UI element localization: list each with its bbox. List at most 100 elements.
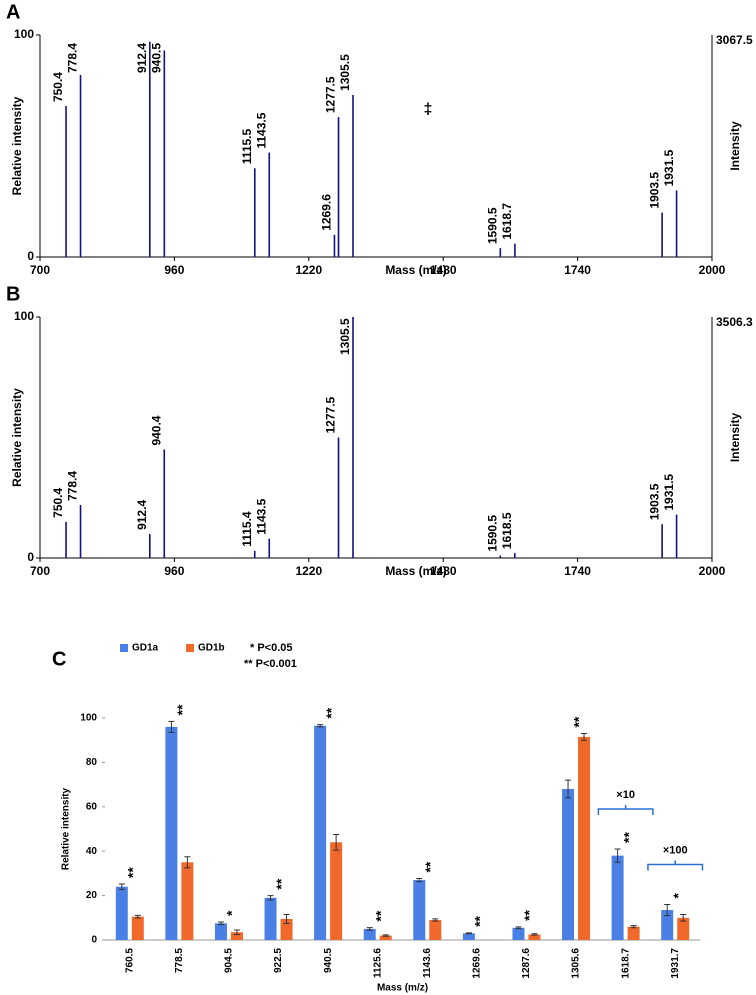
error-bar: [416, 878, 423, 883]
error-bar: [366, 927, 373, 931]
bracket: [647, 860, 704, 871]
significance-legend: * P<0.05: [250, 642, 293, 654]
y-tick-label: 0: [91, 935, 97, 946]
x-tick-label: 940.5: [323, 948, 334, 973]
y-axis-title: Relative intensity: [10, 96, 24, 195]
bar: [429, 920, 442, 940]
peak-label: 778.4: [66, 471, 80, 501]
x-tick-label: 1220: [295, 263, 322, 277]
bar: [264, 897, 277, 940]
max-intensity: 3067.5: [716, 33, 753, 47]
peak-label: 778.4: [66, 43, 80, 73]
significance-mark: **: [521, 909, 537, 920]
peak-label: 1618.7: [500, 203, 514, 240]
bracket: [597, 804, 654, 815]
peak-label: 1143.5: [254, 498, 268, 534]
bar: [363, 928, 376, 940]
error-bar: [664, 903, 671, 917]
bracket-label: ×10: [616, 789, 635, 801]
x-tick-label: 922.5: [273, 948, 284, 973]
error-bar: [680, 913, 687, 922]
significance-mark: *: [224, 910, 240, 916]
bar: [214, 923, 227, 940]
peak-label: 912.4: [135, 43, 149, 73]
peak-label: 1590.5: [485, 515, 499, 552]
error-bar: [465, 932, 472, 935]
significance-mark: **: [273, 878, 289, 889]
x-tick-label: 1480: [430, 263, 457, 277]
significance-mark: **: [472, 915, 488, 926]
y-tick-label: 100: [14, 309, 34, 323]
y2-axis-title: Intensity: [728, 121, 742, 171]
y-axis-title: Relative intensity: [10, 388, 24, 487]
error-bar: [317, 724, 324, 728]
y-tick-label: 0: [27, 249, 34, 263]
significance-mark: **: [323, 707, 339, 718]
error-bar: [168, 720, 175, 733]
bar: [562, 789, 575, 940]
panel-label: B: [6, 283, 20, 305]
y-tick-label: 40: [86, 846, 98, 857]
legend-label: GD1a: [132, 643, 159, 654]
y-tick-label: 60: [86, 801, 98, 812]
panel-label: C: [52, 648, 66, 670]
x-axis-title: Mass (m/z): [385, 263, 446, 277]
x-tick-label: 700: [30, 263, 50, 277]
error-bar: [283, 913, 290, 924]
error-bar: [581, 733, 588, 741]
peak-label: 912.4: [135, 500, 149, 530]
error-bar: [333, 834, 340, 851]
peak-label: 1590.5: [485, 207, 499, 244]
x-tick-label: 960: [164, 263, 184, 277]
significance-mark: **: [372, 910, 388, 921]
x-axis-title: Mass (m/z): [385, 564, 446, 578]
error-bar: [432, 918, 439, 922]
error-bar: [118, 883, 125, 890]
legend-swatch: [186, 644, 194, 652]
x-tick-label: 778.5: [174, 948, 185, 973]
significance-mark: **: [571, 716, 587, 727]
y-tick-label: 80: [86, 757, 98, 768]
error-bar: [134, 914, 141, 919]
x-tick-label: 1143.6: [422, 948, 433, 978]
bar: [280, 918, 293, 940]
max-intensity: 3506.3: [716, 315, 753, 329]
peak-label: 1277.5: [324, 76, 338, 113]
peak-label: 1143.5: [254, 112, 268, 148]
peak-label: 1115.4: [240, 511, 254, 547]
x-tick-label: 1740: [564, 564, 591, 578]
x-tick-label: 1618.7: [620, 948, 631, 979]
x-tick-label: 1480: [430, 564, 457, 578]
bar: [578, 736, 591, 940]
peak-label: 940.4: [149, 415, 163, 445]
x-tick-label: 960: [164, 564, 184, 578]
x-tick-label: 904.5: [224, 948, 235, 973]
y-tick-label: 20: [86, 890, 98, 901]
peak-label: 750.4: [51, 487, 65, 517]
significance-legend: ** P<0.001: [244, 658, 297, 670]
error-bar: [515, 926, 522, 930]
bar: [413, 880, 426, 940]
panel-label: A: [6, 1, 20, 23]
legend-label: GD1b: [198, 643, 225, 654]
annotation: ‡: [424, 101, 433, 118]
bar: [627, 926, 640, 940]
x-tick-label: 2000: [699, 263, 726, 277]
significance-mark: **: [174, 704, 190, 715]
y2-axis-title: Intensity: [728, 413, 742, 463]
x-tick-label: 1269.6: [472, 948, 483, 979]
peak-label: 940.5: [149, 43, 163, 73]
bar: [230, 932, 243, 940]
error-bar: [614, 848, 621, 863]
peak-label: 1269.6: [320, 194, 334, 231]
bar: [165, 726, 178, 940]
error-bar: [233, 929, 240, 935]
error-bar: [217, 921, 224, 926]
error-bar: [267, 895, 274, 901]
bar: [379, 935, 392, 940]
x-tick-label: 1305.6: [571, 948, 582, 979]
significance-mark: **: [620, 832, 636, 843]
bar: [462, 933, 475, 940]
legend-swatch: [120, 644, 128, 652]
x-tick-label: 700: [30, 564, 50, 578]
